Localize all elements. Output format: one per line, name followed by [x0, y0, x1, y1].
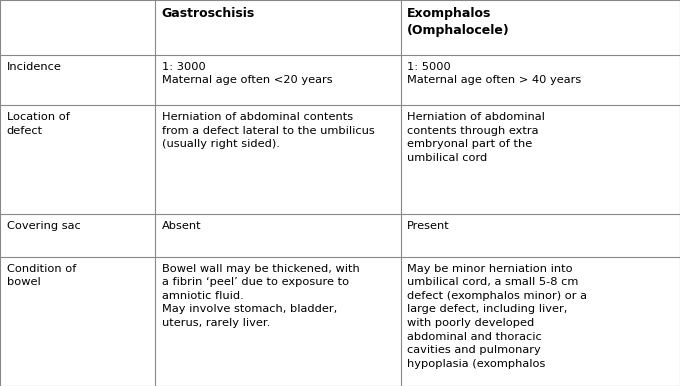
Text: Condition of
bowel: Condition of bowel	[7, 264, 76, 287]
Text: Exomphalos
(Omphalocele): Exomphalos (Omphalocele)	[407, 7, 510, 37]
Text: Gastroschisis: Gastroschisis	[162, 7, 255, 20]
Text: Present: Present	[407, 221, 450, 231]
Text: Herniation of abdominal
contents through extra
embryonal part of the
umbilical c: Herniation of abdominal contents through…	[407, 112, 545, 163]
Text: 1: 3000
Maternal age often <20 years: 1: 3000 Maternal age often <20 years	[162, 62, 333, 85]
Text: Bowel wall may be thickened, with
a fibrin ‘peel’ due to exposure to
amniotic fl: Bowel wall may be thickened, with a fibr…	[162, 264, 360, 328]
Text: Location of
defect: Location of defect	[7, 112, 69, 135]
Text: Absent: Absent	[162, 221, 201, 231]
Text: Covering sac: Covering sac	[7, 221, 80, 231]
Text: May be minor herniation into
umbilical cord, a small 5-8 cm
defect (exomphalos m: May be minor herniation into umbilical c…	[407, 264, 588, 369]
Text: Incidence: Incidence	[7, 62, 62, 72]
Text: 1: 5000
Maternal age often > 40 years: 1: 5000 Maternal age often > 40 years	[407, 62, 581, 85]
Text: Herniation of abdominal contents
from a defect lateral to the umbilicus
(usually: Herniation of abdominal contents from a …	[162, 112, 375, 149]
